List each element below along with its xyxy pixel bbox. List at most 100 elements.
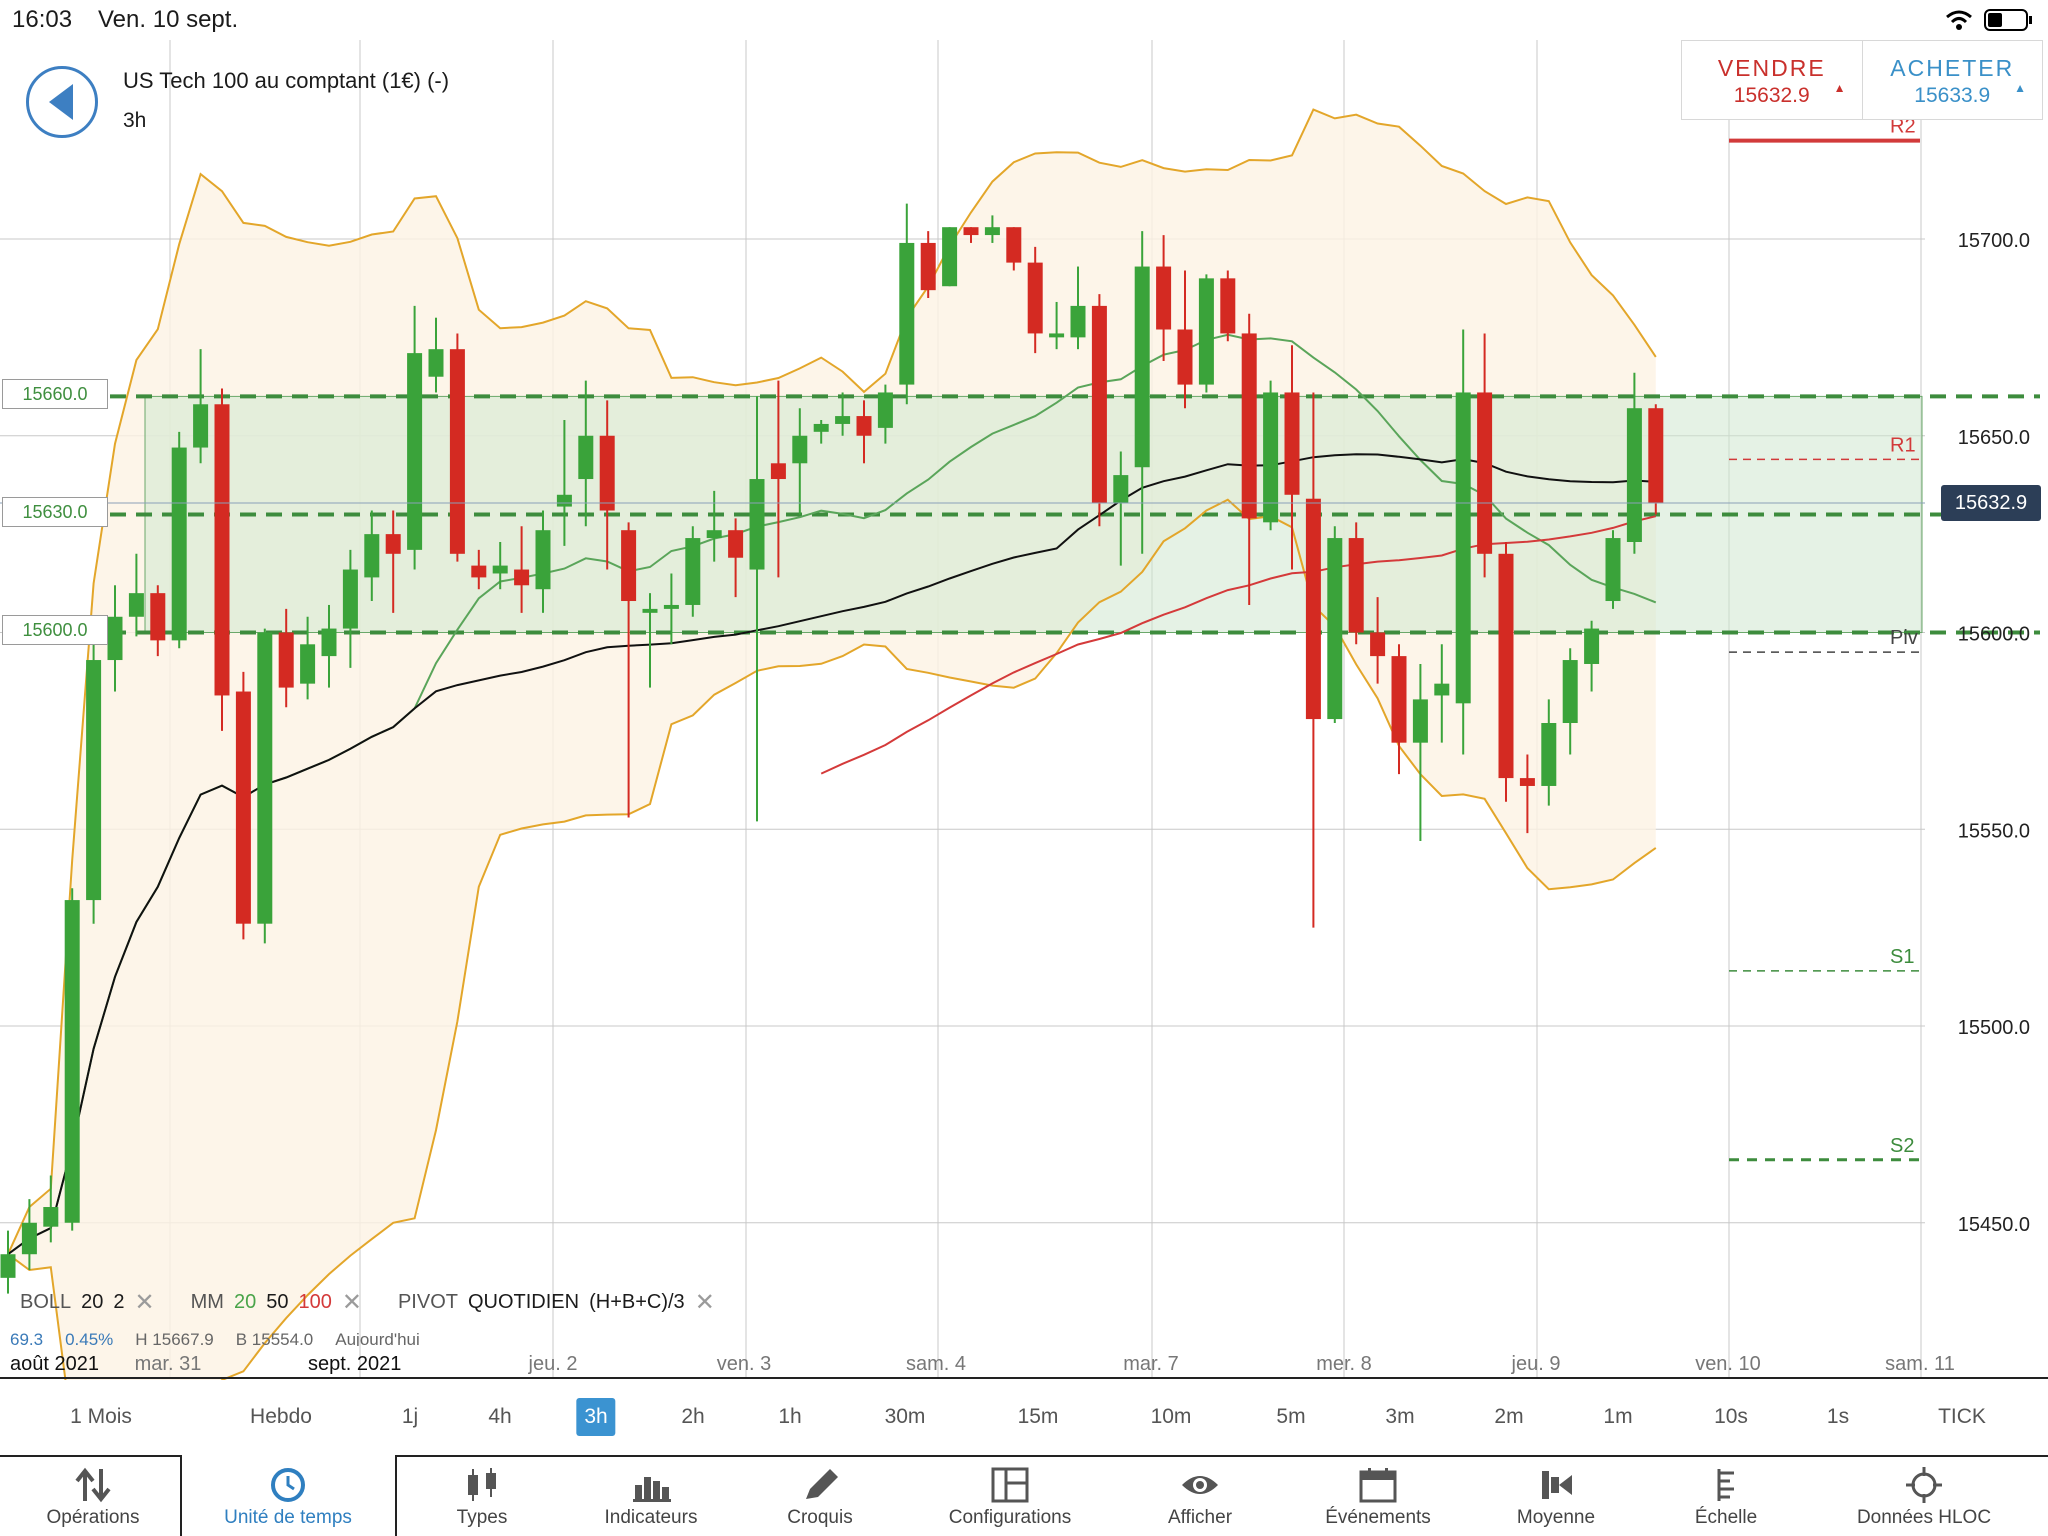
- candle-up: [813, 423, 829, 432]
- candle-up: [578, 435, 594, 480]
- tf-2h[interactable]: 2h: [681, 1405, 705, 1428]
- candle-up: [428, 349, 444, 377]
- candle-up: [193, 404, 209, 448]
- date-axis-separator: [0, 1377, 2048, 1379]
- candle-down: [1220, 278, 1236, 334]
- candle-up: [64, 900, 80, 1223]
- status-date: Ven. 10 sept.: [98, 6, 239, 33]
- sell-label: VENDRE: [1717, 55, 1826, 81]
- candle-down: [1477, 392, 1493, 554]
- toolbar-hloc-data[interactable]: Données HLOC: [1839, 1455, 2009, 1536]
- remove-boll-icon[interactable]: ✕: [134, 1289, 155, 1316]
- eye-icon: [1182, 1476, 1218, 1494]
- candle-up: [984, 227, 1000, 236]
- boll-dev: 2: [113, 1291, 125, 1313]
- tf-4h[interactable]: 4h: [488, 1405, 512, 1428]
- tf-1s[interactable]: 1s: [1826, 1405, 1850, 1428]
- tf-10m[interactable]: 10m: [1150, 1405, 1192, 1428]
- tf-1m[interactable]: 1m: [1603, 1405, 1633, 1428]
- timeframe-bar: 1 Mois Hebdo 1j 4h 3h 2h 1h 30m 15m 10m …: [0, 1398, 2048, 1438]
- trade-box: VENDRE 15632.9 ▲ ACHETER 15633.9 ▲: [1681, 40, 2043, 120]
- tf-1j[interactable]: 1j: [401, 1405, 419, 1428]
- boll-name[interactable]: BOLL: [20, 1291, 72, 1313]
- calendar-icon: [1359, 1468, 1397, 1503]
- mm-name[interactable]: MM: [190, 1291, 224, 1313]
- level-tag-bottom[interactable]: 15600.0: [2, 615, 108, 645]
- pivot-label-s2: S2: [1890, 1135, 1914, 1157]
- pivot-mode: QUOTIDIEN: [467, 1291, 580, 1313]
- candle-up: [685, 538, 701, 605]
- bollinger-upper-line: [7, 108, 1657, 1255]
- pivot-name[interactable]: PIVOT: [397, 1291, 458, 1313]
- tf-1-mois[interactable]: 1 Mois: [70, 1405, 132, 1428]
- x-axis-label: ven. 3: [717, 1353, 771, 1375]
- toolbar-label: Croquis: [787, 1507, 853, 1528]
- toolbar-label: Configurations: [948, 1507, 1072, 1528]
- tf-3h[interactable]: 3h: [576, 1398, 616, 1436]
- ohlc-change: 69.3: [10, 1330, 44, 1346]
- level-tag-middle[interactable]: 15630.0: [2, 497, 108, 527]
- tf-tick[interactable]: TICK: [1938, 1405, 1986, 1428]
- status-icons: [1944, 8, 2034, 32]
- candle-down: [1241, 333, 1257, 519]
- toolbar-average[interactable]: Moyenne: [1471, 1455, 1641, 1536]
- candle-up: [364, 534, 380, 578]
- tf-10s[interactable]: 10s: [1714, 1405, 1748, 1428]
- remove-pivot-icon[interactable]: ✕: [694, 1289, 715, 1316]
- tf-3m[interactable]: 3m: [1385, 1405, 1415, 1428]
- toolbar-sketch[interactable]: Croquis: [735, 1455, 905, 1536]
- candle-up: [1198, 278, 1214, 385]
- pivot-label-s1: S1: [1890, 946, 1914, 968]
- candle-down: [621, 530, 637, 602]
- toolbar-configurations[interactable]: Configurations: [925, 1455, 1095, 1536]
- status-time: 16:03: [12, 6, 73, 33]
- mm-period-20: 20: [233, 1291, 257, 1313]
- tf-hebdo[interactable]: Hebdo: [250, 1405, 312, 1428]
- toolbar-label: Moyenne: [1516, 1507, 1596, 1528]
- tf-15m[interactable]: 15m: [1017, 1405, 1059, 1428]
- back-button[interactable]: [26, 66, 98, 138]
- candle-down: [1648, 408, 1664, 503]
- instrument-title: US Tech 100 au comptant (1€) (-): [123, 68, 450, 93]
- toolbar-indicators[interactable]: Indicateurs: [566, 1455, 736, 1536]
- crosshair-icon: [1906, 1467, 1942, 1503]
- candle-down: [235, 691, 251, 924]
- toolbar-events[interactable]: Événements: [1293, 1455, 1463, 1536]
- tf-2m[interactable]: 2m: [1494, 1405, 1524, 1428]
- toolbar-display[interactable]: Afficher: [1115, 1455, 1285, 1536]
- buy-price: 15633.9: [1914, 84, 1991, 107]
- candle-up: [171, 447, 187, 641]
- candle-up: [0, 1254, 16, 1278]
- x-axis-label: sept. 2021: [308, 1353, 401, 1375]
- operations-icon: [75, 1467, 111, 1503]
- pivot-formula: (H+B+C)/3: [589, 1291, 685, 1313]
- toolbar-types[interactable]: Types: [397, 1455, 567, 1536]
- toolbar-timeframe[interactable]: Unité de temps: [203, 1455, 373, 1536]
- up-arrow-icon: ▲: [2014, 81, 2026, 95]
- candle-up: [1263, 392, 1279, 523]
- candle-down: [770, 463, 786, 480]
- candle-up: [1113, 475, 1129, 503]
- tf-30m[interactable]: 30m: [884, 1405, 926, 1428]
- sell-button[interactable]: VENDRE 15632.9 ▲: [1682, 41, 1862, 119]
- pivot-label-r2: R2: [1890, 116, 1916, 138]
- candle-down: [1370, 632, 1386, 657]
- remove-mm-icon[interactable]: ✕: [341, 1289, 362, 1316]
- toolbar-divider: [395, 1455, 397, 1536]
- tf-1h[interactable]: 1h: [778, 1405, 802, 1428]
- candle-up: [257, 632, 273, 924]
- indicator-legend: BOLL 20 2 ✕ MM 20 50 100 ✕ PIVOT QUOTIDI…: [20, 1288, 741, 1317]
- toolbar-label: Types: [456, 1507, 508, 1528]
- candle-down: [1006, 227, 1022, 263]
- toolbar-operations[interactable]: Opérations: [8, 1455, 178, 1536]
- candle-up: [942, 227, 958, 287]
- candle-up: [128, 593, 144, 617]
- level-tag-top[interactable]: 15660.0: [2, 379, 108, 409]
- candle-up: [535, 530, 551, 590]
- toolbar-scale[interactable]: Échelle: [1641, 1455, 1811, 1536]
- tf-5m[interactable]: 5m: [1276, 1405, 1306, 1428]
- buy-button[interactable]: ACHETER 15633.9 ▲: [1861, 41, 2043, 119]
- toolbar-label: Données HLOC: [1856, 1507, 1992, 1528]
- price-chart[interactable]: R2 R1 Piv S1 S2 15700.0 15650.0 15600.0 15550.0 1…: [0, 40, 2048, 1380]
- back-arrow-icon: [49, 84, 73, 120]
